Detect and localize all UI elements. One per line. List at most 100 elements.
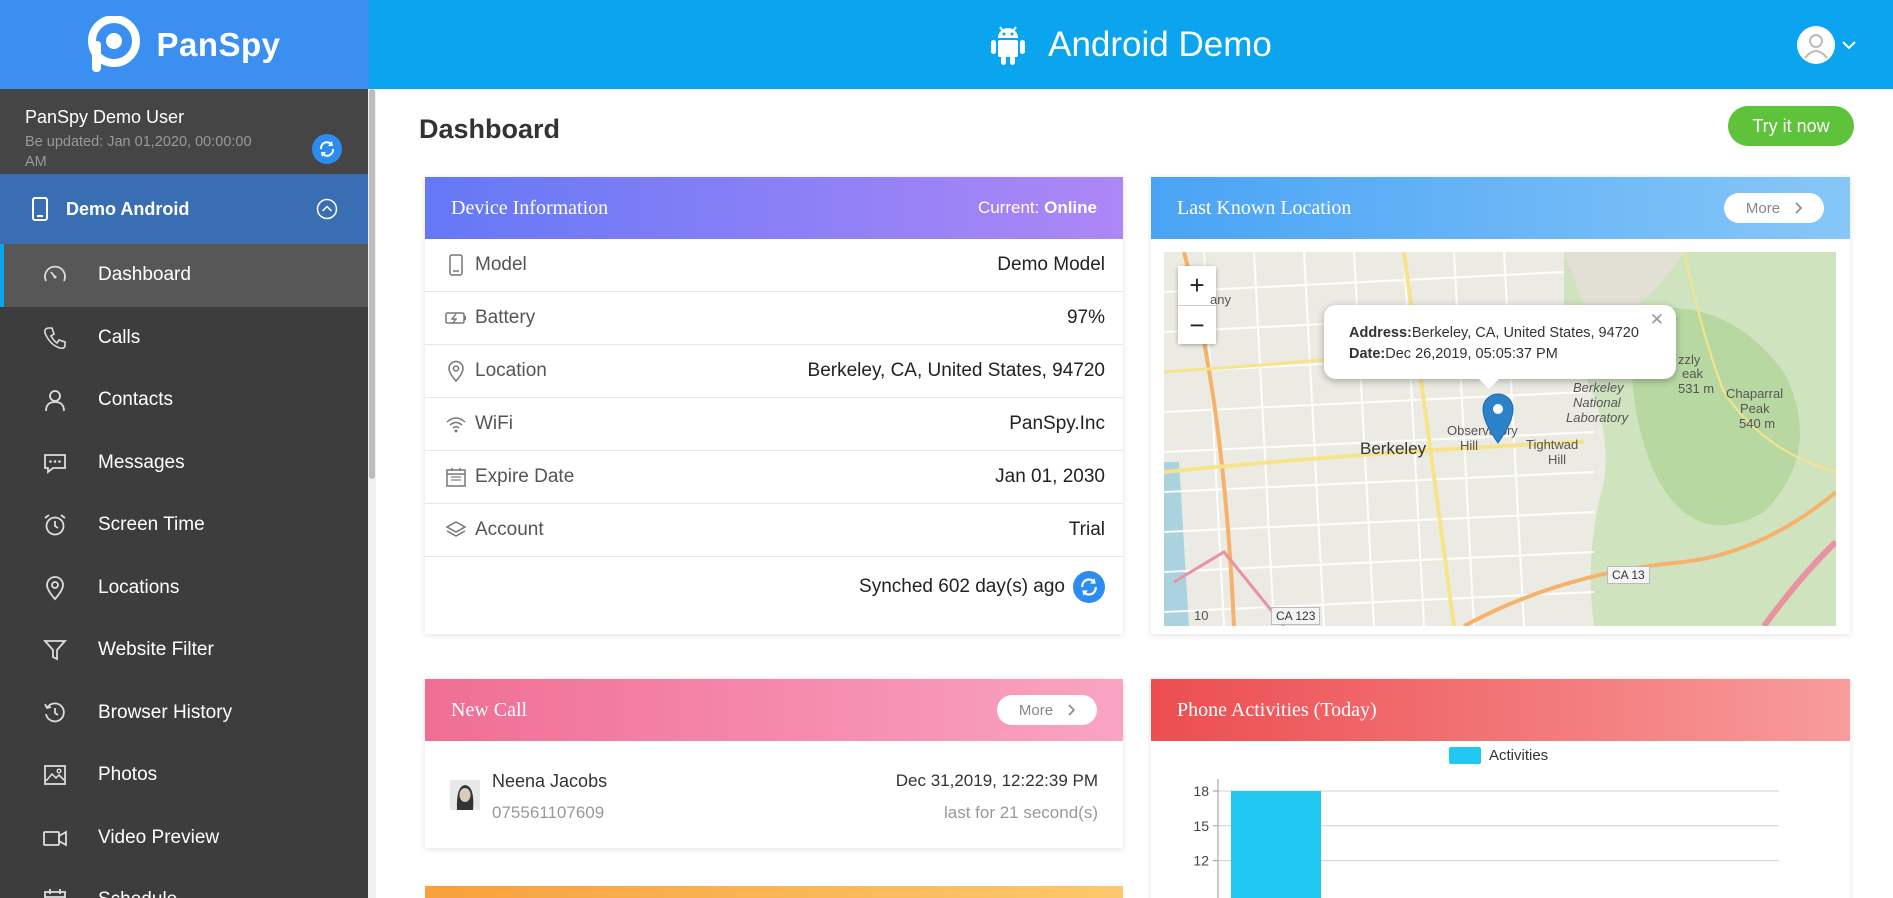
map-label: 531 m: [1678, 381, 1715, 396]
map-popup: ✕ Address:Berkeley, CA, United States, 9…: [1324, 305, 1676, 389]
map-tiles: [1164, 252, 1836, 626]
sync-status: Synched 602 day(s) ago: [425, 557, 1123, 617]
battery-icon: [445, 312, 466, 324]
legend-swatch: [1449, 747, 1481, 764]
info-label: Model: [475, 254, 527, 275]
info-label: Expire Date: [475, 466, 575, 487]
sidebar-user-panel: PanSpy Demo User Be updated: Jan 01,2020…: [0, 89, 368, 174]
more-label: More: [1745, 199, 1781, 217]
map-label: Hill: [1548, 452, 1567, 467]
chart-bar[interactable]: [1231, 791, 1321, 898]
zoom-in-button[interactable]: +: [1178, 266, 1216, 305]
refresh-icon: [319, 141, 335, 157]
map-label: zzly: [1678, 352, 1701, 367]
more-button[interactable]: More: [997, 695, 1097, 725]
popup-date-label: Date:: [1349, 346, 1386, 362]
chevron-down-icon: [1842, 41, 1856, 50]
popup-date-value: Dec 26,2019, 05:05:37 PM: [1385, 346, 1558, 362]
brand[interactable]: PanSpy: [0, 0, 369, 89]
sync-button[interactable]: [1073, 571, 1105, 603]
road-label: CA 13: [1607, 566, 1650, 584]
map-label: Laboratory: [1566, 410, 1629, 425]
map-marker-icon[interactable]: [1480, 392, 1516, 444]
info-value: Berkeley, CA, United States, 94720: [807, 360, 1105, 381]
sidebar-item-contacts[interactable]: Contacts: [0, 369, 368, 432]
status-value: Online: [1044, 198, 1097, 217]
road-label: CA 123: [1271, 607, 1321, 625]
header-main: Android Demo: [369, 0, 1893, 89]
sidebar-item-locations[interactable]: Locations: [0, 557, 368, 620]
dashboard-icon: [44, 265, 66, 282]
caller-name: Neena Jacobs: [492, 771, 608, 791]
sidebar-item-schedule[interactable]: Schedule: [0, 869, 368, 898]
chart-legend[interactable]: Activities: [1449, 747, 1548, 764]
card-header: New Call More: [425, 679, 1123, 741]
chevron-right-icon: [1068, 704, 1076, 716]
chevron-up-circle-icon[interactable]: [316, 198, 338, 220]
contact-icon: [45, 390, 65, 412]
sidebar-scrollbar[interactable]: [368, 89, 376, 898]
info-row-battery: Battery 97%: [425, 292, 1123, 345]
caller-avatar: [450, 780, 480, 810]
try-it-now-button[interactable]: Try it now: [1728, 106, 1854, 146]
caller-number: 075561107609: [492, 803, 605, 822]
sidebar-item-calls[interactable]: Calls: [0, 307, 368, 370]
device-selector[interactable]: Demo Android: [0, 174, 368, 244]
phone-activities-card: Phone Activities (Today) Activities 12 15…: [1151, 679, 1850, 898]
page-title: Dashboard: [419, 114, 561, 144]
more-button[interactable]: More: [1724, 193, 1824, 223]
sidebar-item-label: Screen Time: [98, 514, 205, 536]
sidebar-item-label: Locations: [98, 576, 180, 598]
device-name: Demo Android: [66, 198, 190, 219]
map-label: Hill: [1460, 438, 1479, 453]
user-icon: [1804, 34, 1828, 59]
popup-date: Date:Dec 26,2019, 05:05:37 PM: [1349, 344, 1676, 365]
info-value: Demo Model: [997, 254, 1105, 275]
sidebar-item-screen-time[interactable]: Screen Time: [0, 494, 368, 557]
sidebar-item-label: Browser History: [98, 701, 233, 723]
map-label: National: [1573, 395, 1621, 410]
card-header: Last Known Location More: [1151, 177, 1850, 239]
sidebar-scrollbar-thumb[interactable]: [369, 89, 375, 479]
y-tick-label: 12: [1193, 853, 1209, 869]
call-entry[interactable]: Neena Jacobs 075561107609 Dec 31,2019, 1…: [425, 741, 1123, 848]
sidebar-item-browser-history[interactable]: Browser History: [0, 682, 368, 745]
top-bar: PanSpy Android Demo: [0, 0, 1893, 89]
more-label: More: [1018, 701, 1054, 719]
panspy-logo-icon: [88, 15, 141, 72]
y-tick-label: 18: [1193, 783, 1209, 799]
call-duration: last for 21 second(s): [943, 803, 1098, 822]
sidebar-item-label: Messages: [98, 451, 185, 473]
zoom-out-button[interactable]: −: [1178, 305, 1216, 344]
video-icon: [43, 830, 67, 847]
map-label: 540 m: [1739, 416, 1776, 431]
activities-bar-chart: 12 15 18: [1193, 779, 1779, 898]
message-icon: [44, 453, 66, 474]
map-label: Peak: [1740, 401, 1770, 416]
map[interactable]: + − any Berkeley Observatory Hill Tightw…: [1164, 252, 1836, 626]
close-icon[interactable]: ✕: [1649, 310, 1664, 329]
card-header: Phone Activities (Today): [1151, 679, 1850, 741]
info-label: Battery: [475, 307, 536, 328]
sidebar-item-website-filter[interactable]: Website Filter: [0, 619, 368, 682]
refresh-button[interactable]: [312, 134, 342, 164]
calendar-icon: [446, 468, 466, 487]
sidebar-item-photos[interactable]: Photos: [0, 744, 368, 807]
sidebar-item-dashboard[interactable]: Dashboard: [0, 244, 368, 307]
last-known-location-card: Last Known Location More: [1151, 177, 1850, 634]
sidebar-item-label: Video Preview: [98, 826, 220, 848]
location-pin-icon: [448, 360, 464, 382]
sidebar-item-messages[interactable]: Messages: [0, 432, 368, 495]
phone-outline-icon: [449, 254, 463, 276]
info-row-location: Location Berkeley, CA, United States, 94…: [425, 345, 1123, 398]
refresh-icon: [1081, 578, 1097, 596]
location-pin-icon: [46, 575, 64, 601]
user-menu[interactable]: [1797, 26, 1857, 64]
info-row-expire-date: Expire Date Jan 01, 2030: [425, 451, 1123, 504]
legend-label: Activities: [1489, 747, 1549, 764]
avatar: [1797, 26, 1835, 64]
sidebar-item-video-preview[interactable]: Video Preview: [0, 807, 368, 870]
user-name: PanSpy Demo User: [25, 107, 185, 127]
map-label: eak: [1682, 366, 1703, 381]
info-label: Location: [475, 360, 547, 381]
